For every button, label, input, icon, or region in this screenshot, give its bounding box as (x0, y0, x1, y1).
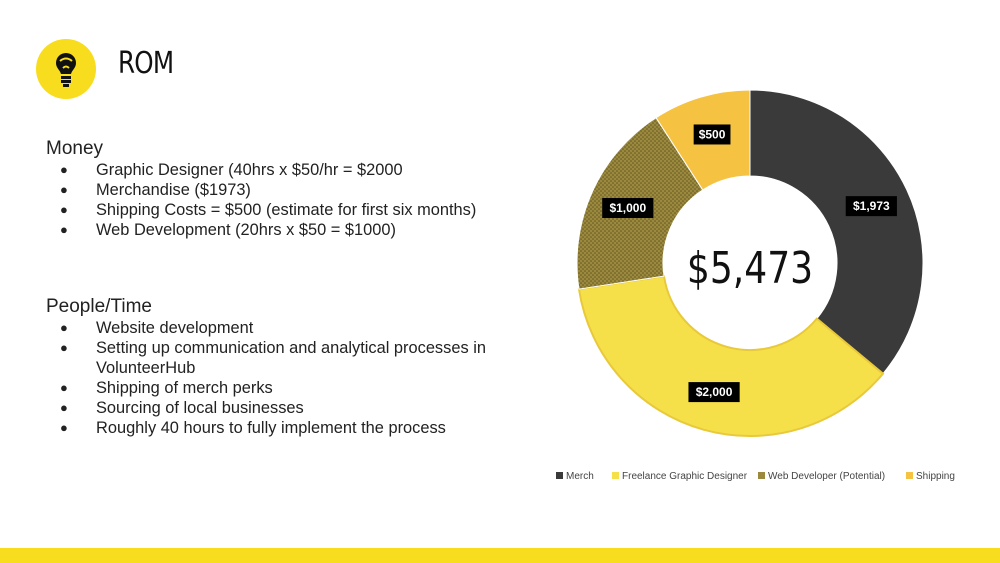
legend-item-web-developer: Web Developer (Potential) (758, 471, 885, 482)
data-label-web-developer: $1,000 (602, 198, 654, 219)
money-list: Graphic Designer (40hrs x $50/hr = $2000… (46, 160, 476, 240)
legend-label-shipping: Shipping (916, 471, 955, 482)
money-item-web-development: Web Development (20hrs x $50 = $1000) (46, 220, 476, 240)
data-label-text-merch: $1,973 (853, 199, 890, 213)
data-label-shipping: $500 (693, 124, 731, 145)
data-label-text-freelance-graphic-designer: $2,000 (696, 385, 733, 399)
page-title: ROM (118, 46, 174, 81)
data-label-freelance-graphic-designer: $2,000 (688, 382, 740, 403)
data-label-merch: $1,973 (845, 196, 897, 217)
money-item-graphic-designer: Graphic Designer (40hrs x $50/hr = $2000 (46, 160, 476, 180)
legend-label-web-developer: Web Developer (Potential) (768, 471, 885, 482)
people-item-shipping: Shipping of merch perks (46, 378, 516, 398)
legend-label-merch: Merch (566, 471, 594, 482)
money-section: Money Graphic Designer (40hrs x $50/hr =… (46, 138, 476, 240)
people-time-section: People/Time Website development Setting … (46, 296, 516, 438)
people-item-sourcing: Sourcing of local businesses (46, 398, 516, 418)
footer-accent-bar (0, 548, 1000, 563)
legend-item-shipping: Shipping (906, 471, 955, 482)
legend-swatch-web-developer (758, 472, 765, 479)
money-item-merchandise: Merchandise ($1973) (46, 180, 476, 200)
people-item-hours: Roughly 40 hours to fully implement the … (46, 418, 516, 438)
data-label-box-web-developer (602, 198, 654, 219)
budget-doughnut-chart: $1,973 $2,000 $1,000 $500 $5,473 Merch Freel… (556, 89, 955, 482)
slice-merch (749, 89, 924, 375)
legend-swatch-shipping (906, 472, 913, 479)
money-item-shipping: Shipping Costs = $500 (estimate for firs… (46, 200, 476, 220)
legend-item-merch: Merch (556, 471, 594, 482)
people-time-heading: People/Time (46, 296, 152, 317)
people-item-website: Website development (46, 318, 516, 338)
people-time-list: Website development Setting up communica… (46, 318, 516, 438)
slice-freelance-graphic-designer (577, 274, 885, 437)
legend-swatch-merch (556, 472, 563, 479)
chart-center-total: $5,473 (687, 244, 813, 294)
data-label-text-shipping: $500 (699, 127, 726, 141)
people-item-communication: Setting up communication and analytical … (46, 338, 516, 378)
data-label-text-web-developer: $1,000 (609, 201, 646, 215)
legend-label-freelance-graphic-designer: Freelance Graphic Designer (622, 471, 748, 482)
data-label-box-freelance-graphic-designer (688, 382, 740, 403)
data-label-box-shipping (693, 124, 731, 145)
data-label-box-merch (845, 196, 897, 217)
logo-lightbulb-icon (36, 39, 96, 99)
legend-item-freelance-graphic-designer: Freelance Graphic Designer (612, 471, 748, 482)
legend-swatch-freelance-graphic-designer (612, 472, 619, 479)
money-heading: Money (46, 138, 104, 159)
